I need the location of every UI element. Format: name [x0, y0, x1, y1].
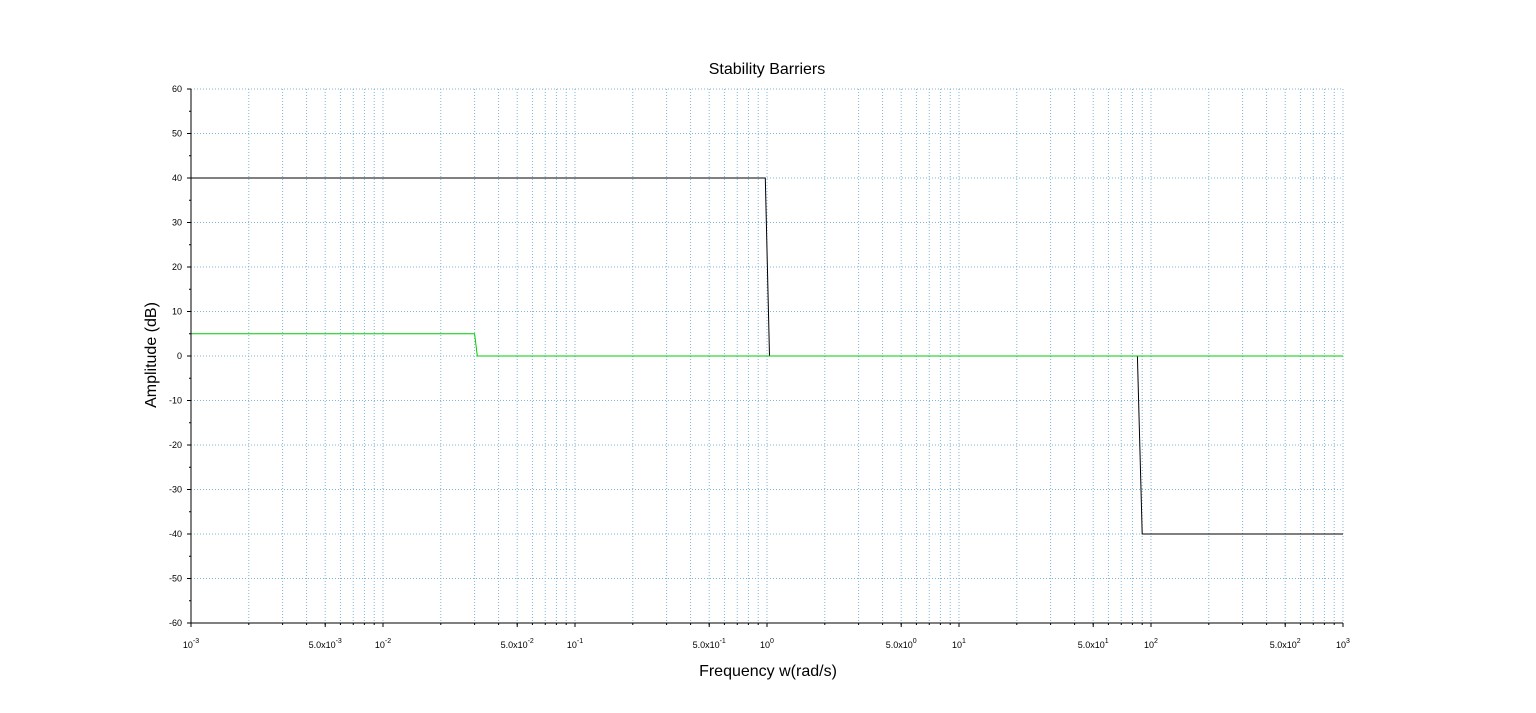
y-axis-label: Amplitude (dB) [143, 302, 160, 408]
x-tick-label: 101 [952, 638, 966, 650]
x-tick-label: 5.0x100 [886, 638, 917, 650]
y-tick-label: 10 [172, 307, 182, 317]
x-tick-label: 5.0x101 [1078, 638, 1109, 650]
x-tick-label: 5.0x102 [1270, 638, 1301, 650]
x-axis-label: Frequency w(rad/s) [699, 663, 837, 680]
series-group [191, 177, 1343, 535]
y-tick-label: 40 [172, 173, 182, 183]
y-tick-label: -10 [169, 396, 182, 406]
y-tick-label: 20 [172, 262, 182, 272]
y-tick-label: 60 [172, 84, 182, 94]
y-tick-label: 50 [172, 129, 182, 139]
y-tick-label: -60 [169, 618, 182, 628]
x-tick-label: 10-2 [375, 638, 391, 650]
y-tick-label: 0 [177, 351, 182, 361]
x-tick-label: 100 [760, 638, 774, 650]
y-tick-label: -50 [169, 574, 182, 584]
x-tick-label: 5.0x10-3 [309, 638, 342, 650]
x-tick-label: 103 [1336, 638, 1350, 650]
y-tick-label: 30 [172, 218, 182, 228]
x-tick-label: 10-3 [183, 638, 199, 650]
y-tick-label: -40 [169, 529, 182, 539]
x-tick-label: 5.0x10-2 [501, 638, 534, 650]
x-tick-label: 10-1 [567, 638, 583, 650]
y-ticks: 60 50 40 30 20 10 0 -10 -20 -30 -40 -50 -60 [169, 84, 191, 628]
chart-title: Stability Barriers [709, 61, 825, 78]
series-line-2 [191, 333, 1343, 357]
y-tick-label: -30 [169, 485, 182, 495]
y-tick-label: -20 [169, 440, 182, 450]
x-tick-label: 5.0x10-1 [693, 638, 726, 650]
x-ticks: 10-3 5.0x10-3 10-2 5.0x10-2 10-1 5.0x10-1 100 5… [183, 623, 1350, 650]
x-tick-label: 102 [1144, 638, 1158, 650]
